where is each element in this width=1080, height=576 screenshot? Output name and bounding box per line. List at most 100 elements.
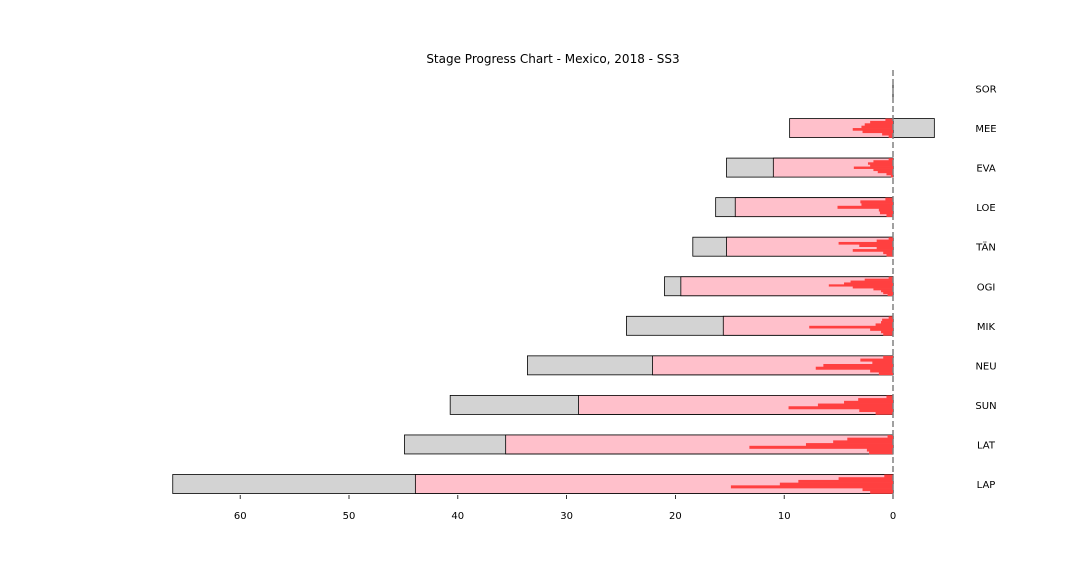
split-segment [872,361,893,365]
split-segment [861,203,893,207]
split-segment [875,411,893,415]
split-segment [883,251,893,255]
split-segment [883,291,893,295]
split-segment [749,445,893,449]
split-segment [861,125,893,129]
split-segment [864,123,893,126]
split-segment [860,200,893,204]
split-segment [867,162,893,165]
split-segment [886,253,893,257]
split-segment [877,170,893,174]
split-segment [888,276,893,279]
split-segment [873,160,893,163]
split-segment [878,208,893,212]
split-segment [862,130,893,134]
split-segment [837,205,893,209]
split-segment [860,358,893,362]
split-segment [852,128,893,131]
split-segment [805,443,893,447]
split-segment [859,408,893,412]
split-segment [881,330,893,334]
x-tick-label: 30 [560,511,573,522]
driver-label: MIK [977,322,996,333]
x-tick-label: 60 [234,511,247,522]
driver-label: TÄN [975,241,996,254]
split-segment [888,316,893,319]
split-segment [817,403,893,407]
driver-label: SOR [975,85,996,96]
split-segment [886,395,893,399]
split-segment [885,118,893,122]
split-segment [881,290,893,293]
split-segment [875,323,893,327]
driver-label: MEE [975,124,996,135]
split-segment [883,332,893,336]
split-segment [887,293,893,297]
split-segment [730,485,893,489]
split-segment [876,246,893,250]
x-tick-label: 0 [890,511,896,522]
driver-label: LAP [977,480,996,491]
split-segment [779,482,893,486]
split-segment [809,325,893,329]
split-segment [853,166,893,169]
split-segment [815,366,893,370]
split-segment [858,398,893,402]
split-segment [879,211,893,215]
split-segment [833,440,893,444]
split-segment [887,434,893,438]
split-segment [873,288,893,291]
split-segment [882,132,893,136]
split-segment [864,278,893,281]
split-segment [788,406,893,410]
driver-label: OGI [977,282,996,293]
split-segment [870,120,893,124]
split-segment [890,174,893,178]
x-tick-label: 20 [669,511,682,522]
split-segment [838,241,893,245]
x-tick-label: 50 [343,511,356,522]
driver-label: NEU [975,361,996,372]
split-segment [870,369,893,373]
split-segment [878,372,893,376]
split-segment [870,328,893,331]
split-segment [888,135,893,138]
split-segment [828,284,893,287]
split-segment [886,213,893,217]
split-segment [850,280,893,283]
split-segment [844,282,893,285]
driver-label: LOE [976,203,995,214]
split-segment [884,474,893,478]
split-segment [852,286,893,289]
split-segment [823,363,893,368]
driver-label: SUN [975,401,996,412]
split-segment [885,197,893,201]
split-segment [882,318,893,322]
split-segment [838,477,893,481]
x-tick-label: 10 [778,511,791,522]
split-segment [869,451,893,455]
x-tick-label: 40 [451,511,464,522]
split-segment [852,249,893,252]
plot-area: 60 50 40 30 20 10 0 SOR MEE EVA LOE TÄN OGI MIK NEU SUN… [172,70,997,522]
chart-title: Stage Progress Chart - Mexico, 2018 - SS… [426,52,679,66]
split-segment [844,400,893,404]
driver-label: EVA [976,164,996,175]
split-segment [873,168,893,172]
split-segment [876,239,893,243]
split-segment [870,490,893,494]
split-segment [888,158,893,161]
split-segment [888,237,893,240]
split-segment [881,321,893,324]
split-segment [847,437,893,441]
driver-label: LAT [977,440,996,451]
split-segment [859,244,893,247]
split-segment [862,488,893,492]
prior-gap-bar [892,118,935,138]
split-segment [870,164,893,167]
split-segment [883,355,893,359]
split-segment [886,172,893,176]
split-segment [798,479,893,483]
split-segment [866,448,893,452]
